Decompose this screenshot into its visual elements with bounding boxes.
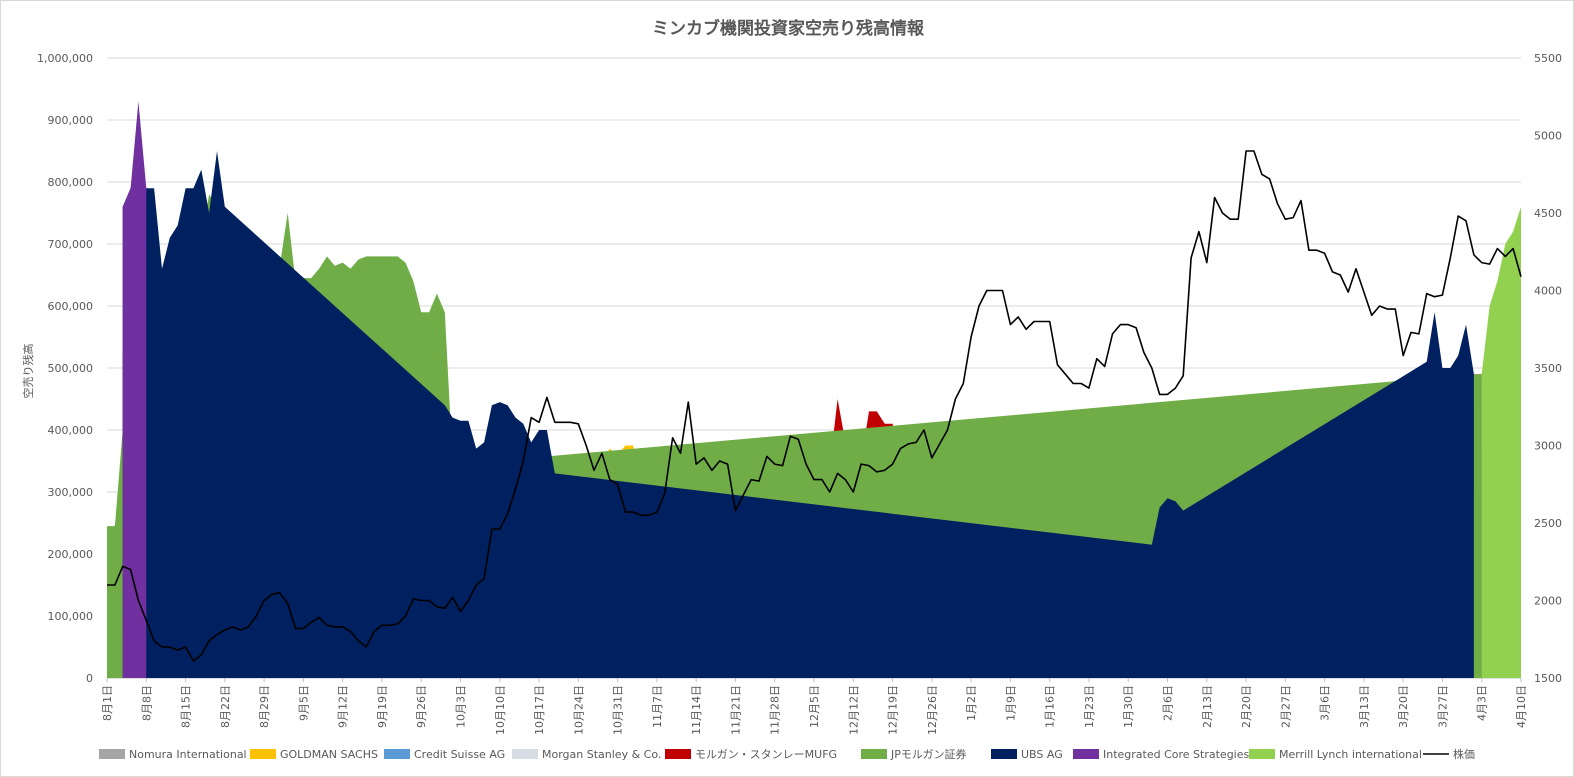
x-tick-label: 12月26日 <box>926 685 939 735</box>
y2-tick-label: 5500 <box>1534 52 1562 65</box>
y-axis-label: 空売り残高 <box>21 344 35 399</box>
x-tick-label: 9月12日 <box>337 685 350 728</box>
legend-label: Morgan Stanley & Co. <box>542 748 661 761</box>
legend-label: 株価 <box>1453 747 1475 761</box>
x-tick-label: 9月19日 <box>376 685 389 728</box>
area-series <box>107 101 1522 679</box>
x-tick-label: 2月27日 <box>1279 685 1292 728</box>
x-tick-label: 8月1日 <box>101 685 114 721</box>
legend-label: Merrill Lynch international <box>1279 748 1422 761</box>
x-tick-label: 8月8日 <box>140 685 153 721</box>
y2-tick-label: 3500 <box>1534 362 1562 375</box>
y-tick-label: 100,000 <box>48 610 94 623</box>
x-tick-label: 1月23日 <box>1083 685 1096 728</box>
y-tick-label: 700,000 <box>48 238 94 251</box>
x-tick-label: 10月10日 <box>494 685 507 735</box>
legend-swatch <box>665 749 691 759</box>
x-tick-label: 1月2日 <box>965 685 978 721</box>
x-tick-label: 11月28日 <box>769 685 782 735</box>
x-tick-label: 12月12日 <box>847 685 860 735</box>
legend-label: JPモルガン証券 <box>890 747 967 761</box>
x-tick-label: 9月5日 <box>297 685 310 721</box>
legend-swatch <box>250 749 276 759</box>
legend-swatch <box>384 749 410 759</box>
y2-tick-label: 2500 <box>1534 517 1562 530</box>
x-tick-label: 3月27日 <box>1436 685 1449 728</box>
x-tick-label: 11月14日 <box>690 685 703 735</box>
y2-tick-label: 4500 <box>1534 207 1562 220</box>
y-tick-label: 600,000 <box>48 300 94 313</box>
y-tick-label: 400,000 <box>48 424 94 437</box>
legend-swatch <box>1073 749 1099 759</box>
y2-tick-label: 1500 <box>1534 672 1562 685</box>
x-tick-label: 1月9日 <box>1004 685 1017 721</box>
legend-label: モルガン・スタンレーMUFG <box>695 748 837 761</box>
area-integrated-core-strategies <box>122 101 147 678</box>
legend-swatch <box>1249 749 1275 759</box>
x-tick-label: 12月5日 <box>808 685 821 728</box>
y-axis-ticks: 0 100,000 200,000 300,000 400,000 500,000 600,… <box>37 52 93 685</box>
x-tick-label: 4月3日 <box>1476 685 1489 721</box>
y2-tick-label: 4000 <box>1534 285 1562 298</box>
x-tick-label: 10月31日 <box>612 685 625 735</box>
x-axis-ticks: 8月1日 8月8日 8月15日 8月22日 8月29日 9月5日 9月12日 9月19日 9月2… <box>101 678 1528 735</box>
area-ubs-ag <box>122 151 1474 678</box>
y-tick-label: 900,000 <box>48 114 94 127</box>
legend-label: Credit Suisse AG <box>414 748 505 761</box>
y-tick-label: 0 <box>86 672 93 685</box>
x-tick-label: 10月24日 <box>572 685 585 735</box>
y-tick-label: 1,000,000 <box>37 52 93 65</box>
legend-swatch <box>991 749 1017 759</box>
x-tick-label: 8月22日 <box>219 685 232 728</box>
y2-tick-label: 3000 <box>1534 440 1562 453</box>
x-tick-label: 3月13日 <box>1358 685 1371 728</box>
x-tick-label: 2月13日 <box>1201 685 1214 728</box>
x-tick-label: 3月6日 <box>1319 685 1332 721</box>
stock-price-line <box>107 150 1522 662</box>
x-tick-label: 8月29日 <box>258 685 271 728</box>
legend-label: GOLDMAN SACHS <box>280 748 378 761</box>
x-tick-label: 1月16日 <box>1044 685 1057 728</box>
legend-label: Nomura International <box>129 748 247 761</box>
chart-title: ミンカブ機関投資家空売り残高情報 <box>652 18 925 39</box>
legend-swatch <box>512 749 538 759</box>
y-tick-label: 800,000 <box>48 176 94 189</box>
legend-label: Integrated Core Strategies <box>1103 748 1250 761</box>
legend: Nomura International GOLDMAN SACHS Credit … <box>99 747 1475 761</box>
y-tick-label: 300,000 <box>48 486 94 499</box>
legend-label: UBS AG <box>1021 748 1063 761</box>
legend-swatch <box>99 749 125 759</box>
x-tick-label: 11月7日 <box>651 685 664 728</box>
x-tick-label: 12月19日 <box>887 685 900 735</box>
y2-tick-label: 5000 <box>1534 130 1562 143</box>
x-tick-label: 1月30日 <box>1122 685 1135 728</box>
y-tick-label: 200,000 <box>48 548 94 561</box>
y-tick-label: 500,000 <box>48 362 94 375</box>
x-tick-label: 2月6日 <box>1162 685 1175 721</box>
x-tick-label: 10月3日 <box>455 685 468 728</box>
x-tick-label: 3月20日 <box>1397 685 1410 728</box>
x-tick-label: 8月15日 <box>180 685 193 728</box>
legend-swatch <box>861 749 887 759</box>
price-line <box>107 150 1522 662</box>
area-merrill-lynch-international <box>1481 206 1521 679</box>
x-tick-label: 2月20日 <box>1240 685 1253 728</box>
x-tick-label: 4月10日 <box>1515 685 1528 728</box>
x-tick-label: 10月17日 <box>533 685 546 735</box>
x-tick-label: 9月26日 <box>415 685 428 728</box>
y2-tick-label: 2000 <box>1534 595 1562 608</box>
x-tick-label: 11月21日 <box>729 685 742 735</box>
y2-axis-ticks: 1500 2000 2500 3000 3500 4000 4500 5000 5500 <box>1534 52 1562 685</box>
